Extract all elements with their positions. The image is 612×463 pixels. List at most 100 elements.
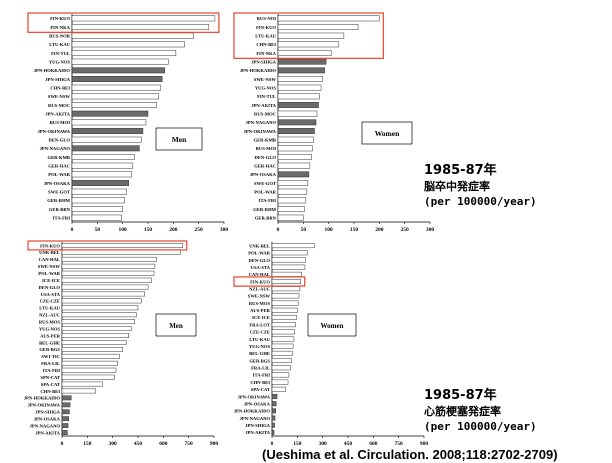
x-tick-label: 0	[71, 227, 74, 233]
bar-pol-war	[61, 270, 155, 276]
bar-spa-cat	[271, 386, 286, 392]
bar-rus-moc	[277, 110, 318, 117]
mi-women-chart: 0 150 300 450 600 750 900 UNK-BEL POL-WAR DEN-GLO…	[232, 238, 432, 448]
bar-chn-bei	[61, 388, 97, 394]
bar-can-hal	[271, 271, 302, 277]
bar-jpn-osaka	[271, 401, 277, 407]
bar-chn-bei	[271, 379, 289, 385]
bar-ita-fri	[277, 197, 307, 204]
category-label: JPN-HOKKAIDO	[24, 396, 61, 401]
bar-jpn-akita	[71, 110, 149, 117]
bar-rus-mos	[61, 319, 135, 325]
bar-jpn-okinawa	[271, 394, 278, 399]
category-label: POL-WAR	[38, 271, 60, 276]
category-label: FIN-KUO	[40, 243, 60, 248]
bar-den-glo	[71, 136, 142, 143]
x-tick-label: 200	[375, 227, 384, 233]
category-label: FIN-KUO	[50, 16, 70, 21]
category-label: JPN-SHIGA	[251, 59, 276, 64]
category-label: FIN-NKA	[256, 51, 276, 56]
bar-fra-lil	[61, 360, 118, 366]
x-tick-label: 50	[95, 227, 101, 233]
bar-rus-moc	[71, 102, 157, 108]
category-label: FRA-LIL	[41, 361, 60, 366]
bar-fin-nka	[277, 50, 332, 56]
category-label: SPA-CAT	[251, 387, 270, 392]
x-tick-label: 250	[401, 227, 410, 233]
category-label: JPN-OKINAWA	[28, 403, 61, 408]
panel-label: Women	[375, 129, 400, 138]
x-tick-label: 50	[301, 227, 307, 233]
category-label: GER-BRN	[255, 215, 277, 220]
category-label: JPN-NAGANO	[246, 120, 277, 125]
category-label: NZL-AUC	[249, 287, 270, 292]
bar-chn-bei	[71, 84, 161, 91]
bar-yug-nos	[277, 84, 322, 91]
category-label: DEN-GLO	[255, 155, 277, 160]
category-label: CZE-CZE	[250, 330, 270, 335]
panel-label: Women	[321, 322, 344, 330]
category-label: GER-BGS	[249, 358, 270, 363]
stroke-men-chart: 0 50 100 150 200 250 300 FIN-KUO FIN-NKA RUS-NOR L…	[26, 10, 228, 235]
category-label: FIN-KUO	[250, 279, 270, 284]
category-label: GER-KMB	[48, 155, 70, 160]
category-label: JPN-OSAKA	[44, 181, 71, 186]
category-label: USA-STA	[251, 265, 271, 270]
category-label: JPN-HOKKAIDO	[234, 409, 271, 414]
bar-den-glo	[277, 154, 312, 160]
bar-den-glo	[61, 284, 149, 290]
bar-spn-cat	[61, 374, 115, 380]
x-tick-label: 200	[169, 227, 178, 233]
bar-jpn-osaka	[61, 416, 70, 422]
category-label: JPN-AKITA	[35, 430, 60, 435]
category-label: SWE-NSW	[38, 264, 61, 269]
bar-jpn-shiga	[277, 58, 327, 65]
x-tick-label: 0	[271, 441, 274, 447]
panel-label: Men	[169, 322, 183, 330]
bar-jpn-shiga	[71, 76, 163, 82]
category-label: JPN-HOKKAIDO	[34, 68, 71, 73]
bar-usa-sta	[271, 264, 306, 270]
bar-ger-hac	[277, 162, 311, 169]
bar-jpn-okinawa	[71, 128, 144, 134]
bar-jpn-nagano	[61, 423, 69, 429]
bar-ger-bgs	[61, 346, 124, 352]
highlight-box	[233, 12, 384, 59]
bar-jpn-osaka	[277, 171, 310, 178]
x-tick-label: 0	[61, 441, 64, 447]
category-label: NZL-AUC	[39, 313, 60, 318]
bar-ger-hac	[71, 162, 134, 169]
category-label: DEN-GLO	[39, 285, 61, 290]
mi-caption-unit: (per 100000/year)	[424, 420, 537, 433]
x-tick-label: 450	[344, 441, 353, 447]
bar-jpn-okinawa	[277, 128, 315, 134]
category-label: JPN-OSAKA	[250, 172, 277, 177]
x-tick-label: 450	[134, 441, 143, 447]
bar-fin-kuo	[71, 15, 216, 22]
category-label: GER-RHM	[47, 198, 70, 203]
bar-ita-fri	[61, 367, 117, 373]
x-tick-label: 100	[325, 227, 334, 233]
bar-swe-nsw	[271, 293, 300, 299]
category-label: SWE-NSW	[254, 77, 277, 82]
category-label: JPN-SHIGA	[45, 77, 70, 82]
category-label: YUG-NOS	[249, 344, 271, 349]
bar-fin-kuo	[271, 279, 301, 284]
bar-den-glo	[271, 257, 307, 263]
bar-yug-nos	[71, 58, 169, 65]
bar-ita-fri	[271, 372, 290, 378]
x-tick-label: 900	[210, 441, 219, 447]
bar-fra-lil	[271, 365, 291, 371]
bar-yug-nos	[271, 343, 294, 349]
bar-fin-kuo	[277, 24, 359, 30]
category-label: AUS-PER	[250, 308, 271, 313]
category-label: BEL-GHE	[39, 340, 60, 345]
stroke-caption-period: 1985-87年	[424, 163, 497, 178]
highlight-box	[27, 12, 220, 33]
x-tick-label: 750	[395, 441, 404, 447]
bar-cze-cze	[61, 298, 142, 304]
category-label: JPN-NAGANO	[30, 423, 61, 428]
category-label: JPN-SHIGA	[245, 423, 270, 428]
bar-rus-nor	[71, 32, 194, 39]
bar-bel-ghe	[271, 350, 293, 356]
